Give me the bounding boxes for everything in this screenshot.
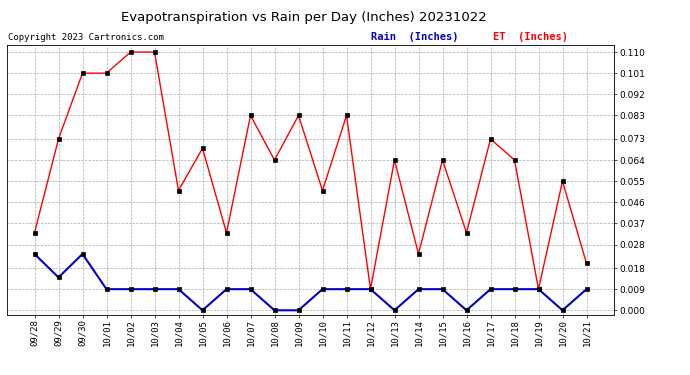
Text: Rain  (Inches): Rain (Inches) [371,32,459,42]
Text: ET  (Inches): ET (Inches) [493,32,568,42]
Text: Copyright 2023 Cartronics.com: Copyright 2023 Cartronics.com [8,33,164,42]
Text: Evapotranspiration vs Rain per Day (Inches) 20231022: Evapotranspiration vs Rain per Day (Inch… [121,11,486,24]
